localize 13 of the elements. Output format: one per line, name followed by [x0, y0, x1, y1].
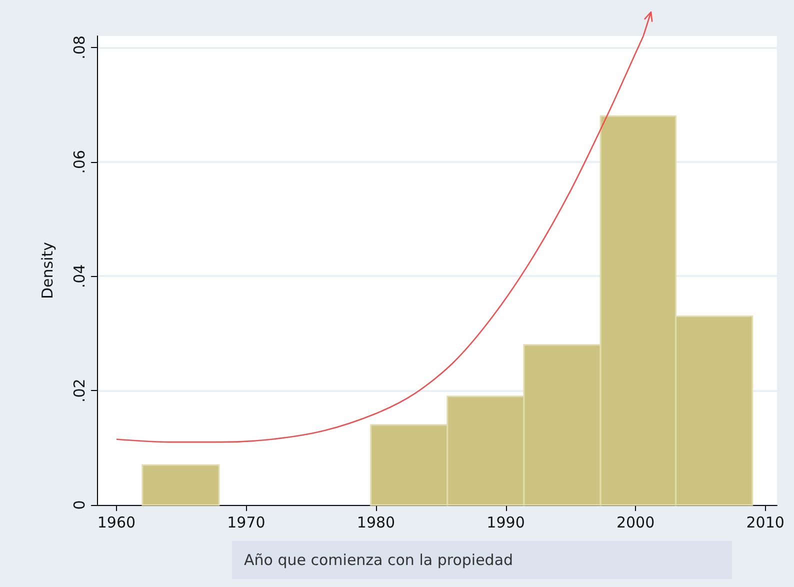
y-axis-title: Density — [38, 242, 56, 300]
y-tick-label: .02 — [70, 378, 88, 403]
x-axis-title: Año que comienza con la propiedad — [232, 541, 732, 579]
x-tick-label: 2010 — [746, 514, 784, 532]
y-tick-label: .06 — [70, 150, 88, 174]
x-tick-label: 2000 — [616, 514, 655, 532]
y-tick-label: 0 — [70, 500, 88, 510]
y-tick-label: .04 — [70, 264, 88, 288]
x-tick-label: 1970 — [227, 514, 266, 532]
x-tick-label: 1990 — [486, 514, 525, 532]
y-tick-label: .08 — [70, 36, 88, 60]
x-tick-label: 1980 — [356, 514, 396, 532]
x-tick-label: 1960 — [97, 514, 136, 532]
